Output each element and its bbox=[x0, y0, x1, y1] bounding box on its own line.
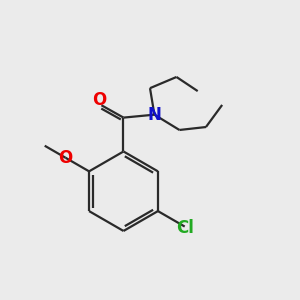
Text: Cl: Cl bbox=[176, 219, 194, 237]
Text: O: O bbox=[92, 91, 106, 109]
Text: O: O bbox=[58, 149, 73, 167]
Text: N: N bbox=[148, 106, 161, 124]
